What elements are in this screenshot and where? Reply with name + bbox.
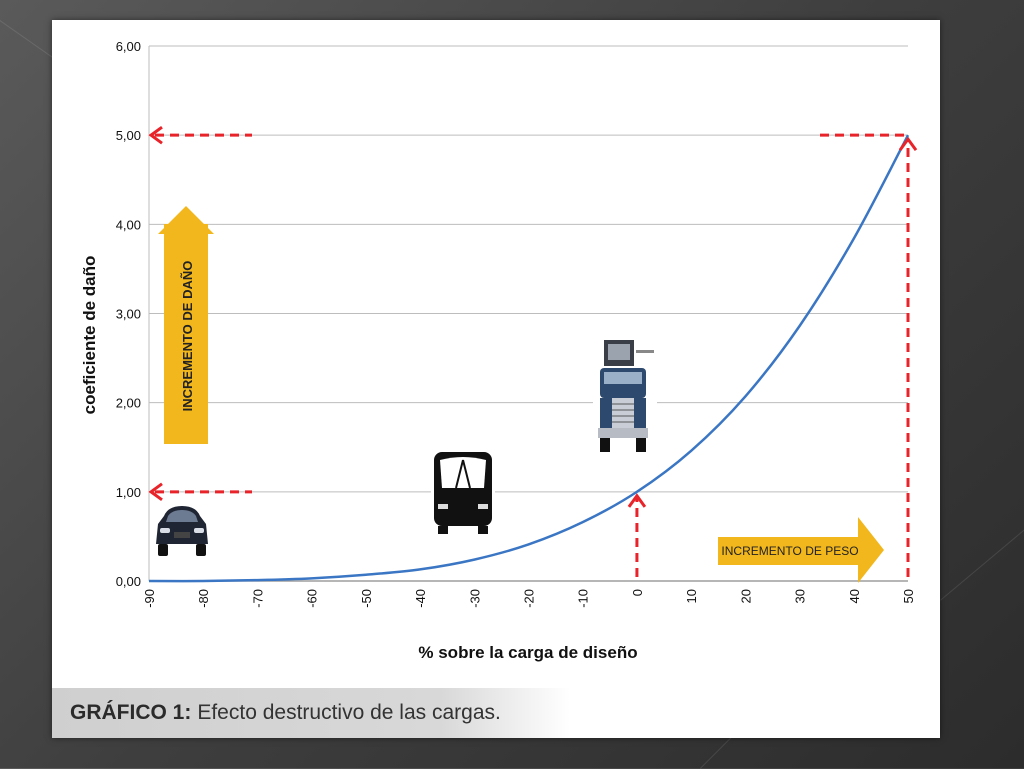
x-tick-label: 40	[847, 589, 862, 603]
caption-label: GRÁFICO 1:	[70, 701, 192, 724]
arrow-layer	[148, 125, 918, 577]
x-tick-label: -40	[413, 589, 428, 608]
y-tick-label: 5,00	[116, 128, 141, 143]
chart: 0,00 1,00 2,00 3,00 4,00 5,00 6,00 -90 -80 -70 -60…	[80, 39, 918, 662]
ref-arrow-head-x0	[627, 493, 647, 508]
weight-increase-arrow: INCREMENTO DE PESO	[718, 517, 884, 583]
truck-icon	[593, 335, 657, 455]
x-tick-label: 30	[793, 589, 808, 603]
y-tick-label: 4,00	[116, 217, 141, 232]
bg-decoration-line	[940, 522, 1024, 601]
caption-text: Efecto destructivo de las cargas.	[197, 701, 501, 724]
damage-increase-label: INCREMENTO DE DAÑO	[180, 261, 195, 412]
tick-layer: 0,00 1,00 2,00 3,00 4,00 5,00 6,00 -90 -80 -70 -60…	[116, 39, 916, 608]
grid-layer	[148, 45, 908, 582]
x-tick-label: -30	[467, 589, 482, 608]
x-tick-label: -60	[305, 589, 320, 608]
y-tick-label: 6,00	[116, 39, 141, 54]
ref-arrow-head-1	[148, 482, 163, 502]
x-tick-label: -10	[576, 589, 591, 608]
x-tick-label: 50	[901, 589, 916, 603]
y-tick-label: 0,00	[116, 574, 141, 589]
figure-caption: GRÁFICO 1: Efecto destructivo de las car…	[52, 688, 570, 738]
y-tick-label: 1,00	[116, 485, 141, 500]
x-axis-label: % sobre la carga de diseño	[418, 643, 637, 662]
x-tick-label: 20	[738, 589, 753, 603]
series-layer	[148, 134, 910, 583]
ref-arrow-head-x50	[898, 136, 918, 152]
x-tick-label: 10	[684, 589, 699, 603]
x-tick-label: 0	[630, 589, 645, 596]
y-axis-label: coeficiente de daño	[80, 256, 99, 415]
damage-curve-line	[148, 134, 910, 583]
x-tick-label: -80	[196, 589, 211, 608]
slide-panel: 0,00 1,00 2,00 3,00 4,00 5,00 6,00 -90 -80 -70 -60…	[52, 20, 940, 738]
x-tick-label: -90	[142, 589, 157, 608]
y-tick-label: 3,00	[116, 307, 141, 322]
x-tick-label: -50	[359, 589, 374, 608]
y-tick-label: 2,00	[116, 396, 141, 411]
x-tick-label: -70	[250, 589, 265, 608]
damage-increase-arrow: INCREMENTO DE DAÑO	[158, 206, 214, 444]
weight-increase-label: INCREMENTO DE PESO	[721, 544, 858, 558]
bus-icon	[431, 447, 495, 537]
ref-arrow-head-5	[148, 125, 163, 145]
car-icon	[156, 506, 208, 556]
x-tick-label: -20	[522, 589, 537, 608]
